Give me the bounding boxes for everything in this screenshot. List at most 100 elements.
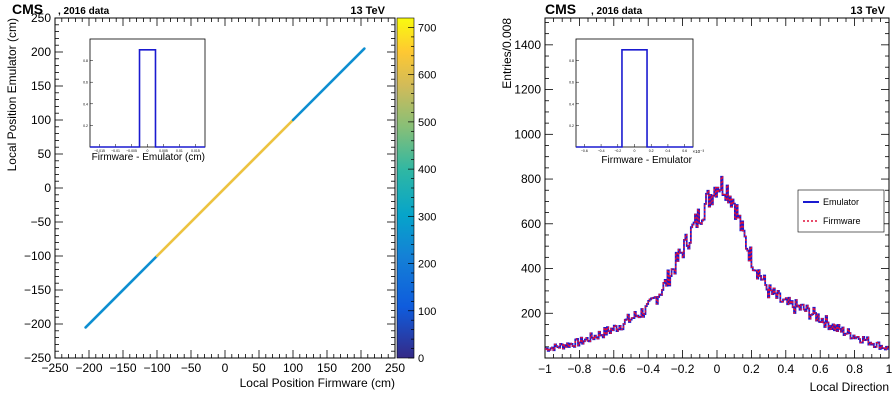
left-energy-label: 13 TeV	[350, 5, 385, 17]
right-inset-y-tick-label: 0.6	[569, 81, 574, 85]
left-diagonal-segment	[291, 47, 366, 122]
right-inset-x-tick-label: 0.4	[665, 149, 670, 153]
right-inset-y-tick-label: 0.4	[569, 102, 574, 106]
colorbar-tick-label: 200	[418, 259, 436, 271]
right-inset-x-tick-label: −0.2	[614, 149, 621, 153]
left-y-tick-label: 50	[38, 147, 52, 161]
left-y-tick-label: 200	[31, 45, 51, 59]
right-inset-frame	[575, 38, 694, 148]
left-y-tick-label: 0	[44, 181, 51, 195]
left-y-tick-label: −100	[24, 249, 51, 263]
left-inset-x-tick-label: −0.01	[111, 149, 120, 153]
left-inset-axes: −0.015 −0.01 −0.005 0 0.005 0.01 0.015 0.2 0.4 0.…	[83, 59, 200, 153]
left-y-tick-label: 100	[31, 113, 51, 127]
left-y-tick-label: −200	[24, 317, 51, 331]
right-inset-histogram	[576, 49, 693, 148]
left-y-axis-label: Local Position Emulator (cm)	[5, 18, 19, 171]
left-inset: −0.015 −0.01 −0.005 0 0.005 0.01 0.015 0.2 0.4 0.…	[83, 38, 206, 163]
colorbar-tick-label: 600	[418, 70, 436, 82]
right-x-tick-label: 0.6	[812, 362, 829, 376]
right-cms-label: CMS	[545, 1, 576, 17]
right-y-tick-label: 200	[521, 306, 541, 320]
right-x-tick-label: −0.6	[602, 362, 626, 376]
left-x-axis: −250 −200 −150 −100 −50 0 50 100 150 200 250	[41, 18, 405, 375]
right-x-tick-label: 0	[714, 362, 721, 376]
right-dataset-label: , 2016 data	[591, 6, 643, 17]
right-inset-x-label: Firmware - Emulator	[601, 155, 692, 166]
left-x-tick-label: −50	[181, 361, 202, 375]
left-dataset-label: , 2016 data	[58, 6, 110, 17]
colorbar-tick-label: 0	[418, 353, 424, 365]
colorbar-tick-label: 500	[418, 117, 436, 129]
left-inset-x-tick-label: 0.015	[191, 149, 200, 153]
right-inset: −0.6 −0.4 −0.2 0 0.2 0.4 0.6 0.2 0.4 0.6 0.8 ×10⁻³…	[569, 38, 704, 166]
right-y-tick-label: 1000	[514, 127, 541, 141]
colorbar-tick-label: 300	[418, 211, 436, 223]
left-colorbar-ticks: 0 100 200 300 400 500 600 700	[408, 22, 436, 365]
left-inset-x-tick-label: 0.01	[176, 149, 183, 153]
left-x-tick-label: −100	[143, 361, 170, 375]
left-x-tick-label: 250	[385, 361, 405, 375]
left-inset-x-tick-label: −0.015	[94, 149, 105, 153]
left-y-tick-label: −250	[24, 351, 51, 365]
right-x-tick-label: −0.4	[636, 362, 660, 376]
legend-emulator-label: Emulator	[823, 197, 859, 207]
right-panel: CMS , 2016 data 13 TeV −1 −0.8 −0.6 −0.4 −0.…	[500, 1, 892, 394]
left-inset-x-tick-label: 0	[147, 149, 149, 153]
left-inset-y-tick-label: 0.8	[83, 59, 88, 63]
right-y-axis: 200 400 600 800 1000 1200 1400	[514, 22, 889, 359]
right-inset-axes: −0.6 −0.4 −0.2 0 0.2 0.4 0.6 0.2 0.4 0.6 0.8	[569, 59, 687, 153]
right-energy-label: 13 TeV	[850, 5, 885, 17]
legend-box	[797, 189, 885, 233]
left-inset-histogram	[90, 49, 205, 148]
left-x-tick-label: 150	[317, 361, 337, 375]
right-y-tick-label: 1400	[514, 38, 541, 52]
left-inset-x-tick-label: −0.005	[126, 149, 137, 153]
right-y-axis-label: Entries/0.008	[500, 18, 514, 89]
left-y-tick-label: −150	[24, 283, 51, 297]
series-firmware-line	[545, 176, 889, 352]
right-inset-exponent: ×10⁻³	[692, 149, 704, 154]
left-x-tick-label: 100	[283, 361, 303, 375]
left-y-tick-label: 250	[31, 11, 51, 25]
left-x-tick-label: −150	[109, 361, 136, 375]
right-inset-x-tick-label: 0	[634, 149, 636, 153]
right-y-tick-label: 400	[521, 262, 541, 276]
right-x-tick-label: 0.2	[743, 362, 760, 376]
right-x-axis: −1 −0.8 −0.6 −0.4 −0.2 0 0.2 0.4 0.6 0.8 1	[538, 18, 892, 376]
left-y-tick-label: −50	[31, 215, 52, 229]
colorbar-tick-label: 400	[418, 164, 436, 176]
colorbar-tick-label: 100	[418, 306, 436, 318]
left-inset-y-tick-label: 0.6	[83, 81, 88, 85]
left-diagonal-segment	[84, 254, 159, 329]
right-inset-x-tick-label: −0.6	[581, 149, 588, 153]
left-x-tick-label: −200	[75, 361, 102, 375]
right-x-tick-label: −1	[538, 362, 552, 376]
right-inset-y-tick-label: 0.8	[569, 59, 574, 63]
left-y-tick-label: 150	[31, 79, 51, 93]
right-y-tick-label: 1200	[514, 83, 541, 97]
left-diagonal-band	[84, 47, 366, 329]
right-y-tick-label: 600	[521, 217, 541, 231]
colorbar-tick-label: 700	[418, 22, 436, 34]
left-x-tick-label: 0	[222, 361, 229, 375]
left-x-tick-label: −250	[41, 361, 68, 375]
right-inset-x-tick-label: −0.4	[598, 149, 605, 153]
right-x-tick-label: 0.4	[777, 362, 794, 376]
legend: Emulator Firmware	[797, 189, 885, 233]
left-inset-y-tick-label: 0.2	[83, 124, 88, 128]
left-x-axis-label: Local Position Firmware (cm)	[240, 376, 395, 390]
left-inset-x-label: Firmware - Emulator (cm)	[92, 152, 205, 163]
legend-firmware-label: Firmware	[823, 216, 861, 226]
right-y-tick-label: 800	[521, 172, 541, 186]
right-x-tick-label: 1	[886, 362, 892, 376]
right-x-tick-label: −0.8	[568, 362, 592, 376]
right-x-tick-label: 0.8	[846, 362, 863, 376]
left-inset-y-tick-label: 0.4	[83, 102, 88, 106]
right-x-tick-label: −0.2	[671, 362, 695, 376]
left-inset-x-tick-label: 0.005	[159, 149, 168, 153]
left-inset-frame	[89, 38, 206, 148]
left-panel: CMS , 2016 data 13 TeV −250 −200 −150 −100−…	[5, 1, 436, 390]
right-inset-x-tick-label: 0.2	[649, 149, 654, 153]
